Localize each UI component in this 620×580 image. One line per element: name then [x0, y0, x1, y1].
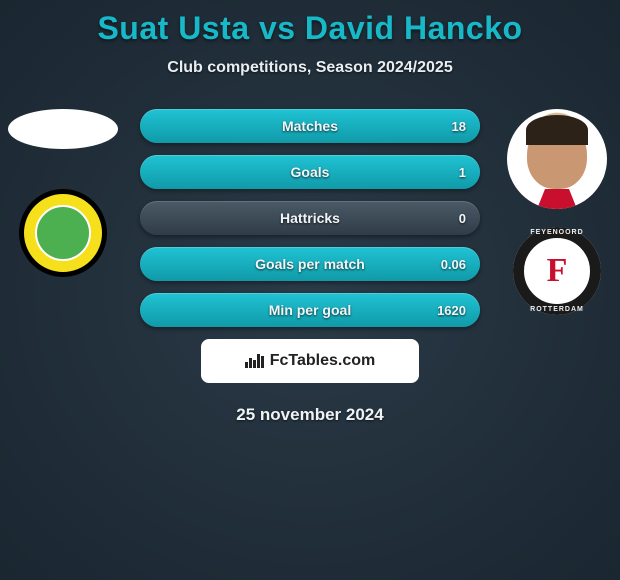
- stat-value-right: 1620: [437, 303, 466, 318]
- player-left-avatar: [8, 109, 118, 149]
- player-right-avatar: [507, 109, 607, 209]
- stat-value-right: 0.06: [441, 257, 466, 272]
- stat-row: Hattricks 0: [140, 201, 480, 235]
- stat-label: Matches: [282, 118, 338, 134]
- stat-row: Goals per match 0.06: [140, 247, 480, 281]
- club-badge-letter-icon: F: [547, 252, 568, 290]
- date-label: 25 november 2024: [0, 405, 620, 425]
- left-player-column: [8, 109, 118, 277]
- stat-value-right: 1: [459, 165, 466, 180]
- stat-value-right: 18: [452, 119, 466, 134]
- comparison-content: FEYENOORD F ROTTERDAM Matches 18 Goals 1 Hat…: [0, 109, 620, 425]
- club-badge-top-text: FEYENOORD: [530, 229, 583, 236]
- stat-row: Goals 1: [140, 155, 480, 189]
- club-badge-bottom-text: ROTTERDAM: [530, 306, 584, 313]
- right-player-column: FEYENOORD F ROTTERDAM: [502, 109, 612, 315]
- stat-label: Hattricks: [280, 210, 340, 226]
- stat-value-right: 0: [459, 211, 466, 226]
- club-badge-inner-icon: [35, 205, 91, 261]
- stat-label: Goals per match: [255, 256, 365, 272]
- stat-label: Goals: [291, 164, 330, 180]
- subtitle: Club competitions, Season 2024/2025: [0, 59, 620, 77]
- stat-row: Min per goal 1620: [140, 293, 480, 327]
- page-title: Suat Usta vs David Hancko: [0, 0, 620, 47]
- stats-list: Matches 18 Goals 1 Hattricks 0 Goals per match…: [140, 109, 480, 327]
- stat-row: Matches 18: [140, 109, 480, 143]
- brand-badge: FcTables.com: [201, 339, 419, 383]
- bar-chart-icon: [245, 354, 264, 368]
- player-right-club-badge: FEYENOORD F ROTTERDAM: [513, 227, 601, 315]
- stat-label: Min per goal: [269, 302, 351, 318]
- player-left-club-badge: [19, 189, 107, 277]
- brand-text: FcTables.com: [270, 352, 376, 370]
